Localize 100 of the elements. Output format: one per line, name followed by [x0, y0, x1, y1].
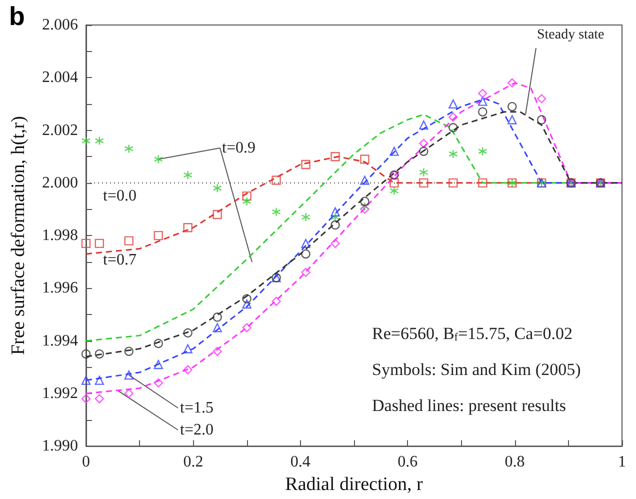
y-tick-label: 2.000 — [42, 174, 78, 192]
point — [124, 370, 134, 380]
point — [448, 149, 458, 159]
x-tick-label: 0.6 — [398, 454, 418, 471]
point — [478, 146, 488, 156]
point — [478, 107, 488, 116]
point — [301, 268, 310, 277]
point — [124, 388, 134, 398]
point — [212, 210, 222, 220]
point — [448, 112, 458, 122]
annotation: t=2.0 — [180, 422, 214, 438]
point — [212, 323, 222, 332]
point — [94, 349, 104, 359]
point — [419, 168, 428, 177]
point — [330, 212, 340, 222]
point — [154, 230, 163, 240]
point — [478, 88, 488, 98]
y-tick-label: 2.004 — [42, 69, 78, 86]
point — [81, 136, 91, 146]
point — [301, 212, 310, 222]
point — [508, 115, 517, 124]
point — [94, 394, 104, 404]
x-tick-label: 0.2 — [183, 454, 204, 471]
point — [154, 378, 163, 388]
point — [183, 365, 192, 374]
y-axis-title: Free surface deformation, h(t,r) — [8, 116, 29, 356]
point — [242, 191, 252, 201]
point — [242, 323, 252, 332]
point — [242, 196, 252, 206]
point — [183, 170, 192, 180]
point — [537, 115, 546, 124]
point — [478, 178, 488, 188]
point — [419, 146, 428, 156]
point — [154, 154, 163, 164]
y-tick-label: 1.992 — [42, 384, 78, 402]
point — [94, 376, 104, 385]
point — [360, 196, 370, 206]
x-tick-label: 0.8 — [504, 454, 525, 471]
y-tick-label: 1.994 — [42, 332, 78, 350]
point — [330, 220, 340, 230]
point — [419, 178, 428, 188]
point — [419, 120, 428, 130]
point — [330, 152, 340, 162]
point — [212, 312, 222, 322]
point — [301, 238, 310, 248]
x-tick-label: 0 — [82, 454, 90, 471]
point — [212, 184, 222, 193]
x-tick-label: 1 — [618, 454, 626, 471]
annotation: t=1.5 — [180, 400, 214, 416]
point — [508, 78, 517, 88]
point — [272, 296, 281, 306]
point — [360, 204, 370, 214]
point — [448, 123, 458, 132]
point — [419, 138, 428, 148]
point — [94, 136, 104, 146]
point — [360, 176, 370, 185]
point — [183, 328, 192, 338]
point — [448, 178, 458, 188]
point — [124, 144, 134, 154]
point — [242, 299, 252, 309]
point — [154, 360, 163, 370]
annotation: Dashed lines: present results — [372, 396, 566, 415]
annotation: t=0.9 — [222, 140, 256, 156]
point — [360, 202, 370, 212]
point — [330, 238, 340, 248]
point — [508, 102, 517, 112]
point — [183, 223, 192, 232]
point — [301, 160, 310, 170]
y-tick-label: 1.990 — [42, 438, 78, 455]
annotation: Steady state — [537, 28, 604, 42]
x-tick-label: 0.4 — [290, 454, 310, 471]
point — [390, 186, 399, 196]
point — [94, 238, 104, 248]
y-tick-label: 1.996 — [42, 280, 78, 297]
x-axis-title: Radial direction, r — [285, 474, 424, 495]
point — [360, 154, 370, 164]
point — [448, 99, 458, 109]
point — [154, 338, 163, 348]
annotation: t=0.0 — [103, 188, 136, 204]
y-tick-label: 2.002 — [42, 122, 78, 139]
point — [478, 96, 488, 106]
y-tick-label: 1.998 — [42, 227, 78, 244]
point — [242, 294, 252, 304]
chart-title: b — [9, 1, 25, 31]
point — [81, 394, 91, 404]
point — [81, 376, 91, 385]
point — [124, 346, 134, 356]
annotation: Symbols: Sim and Kim (2005) — [372, 360, 581, 379]
point — [124, 236, 134, 246]
point — [183, 344, 192, 354]
point — [272, 176, 281, 185]
point — [81, 349, 91, 359]
y-tick-label: 2.006 — [42, 16, 78, 34]
point — [272, 207, 281, 216]
point — [330, 207, 340, 216]
point — [390, 146, 399, 156]
annotation: t=0.7 — [103, 252, 136, 268]
point — [212, 346, 222, 356]
point — [537, 94, 546, 104]
point — [81, 238, 91, 248]
